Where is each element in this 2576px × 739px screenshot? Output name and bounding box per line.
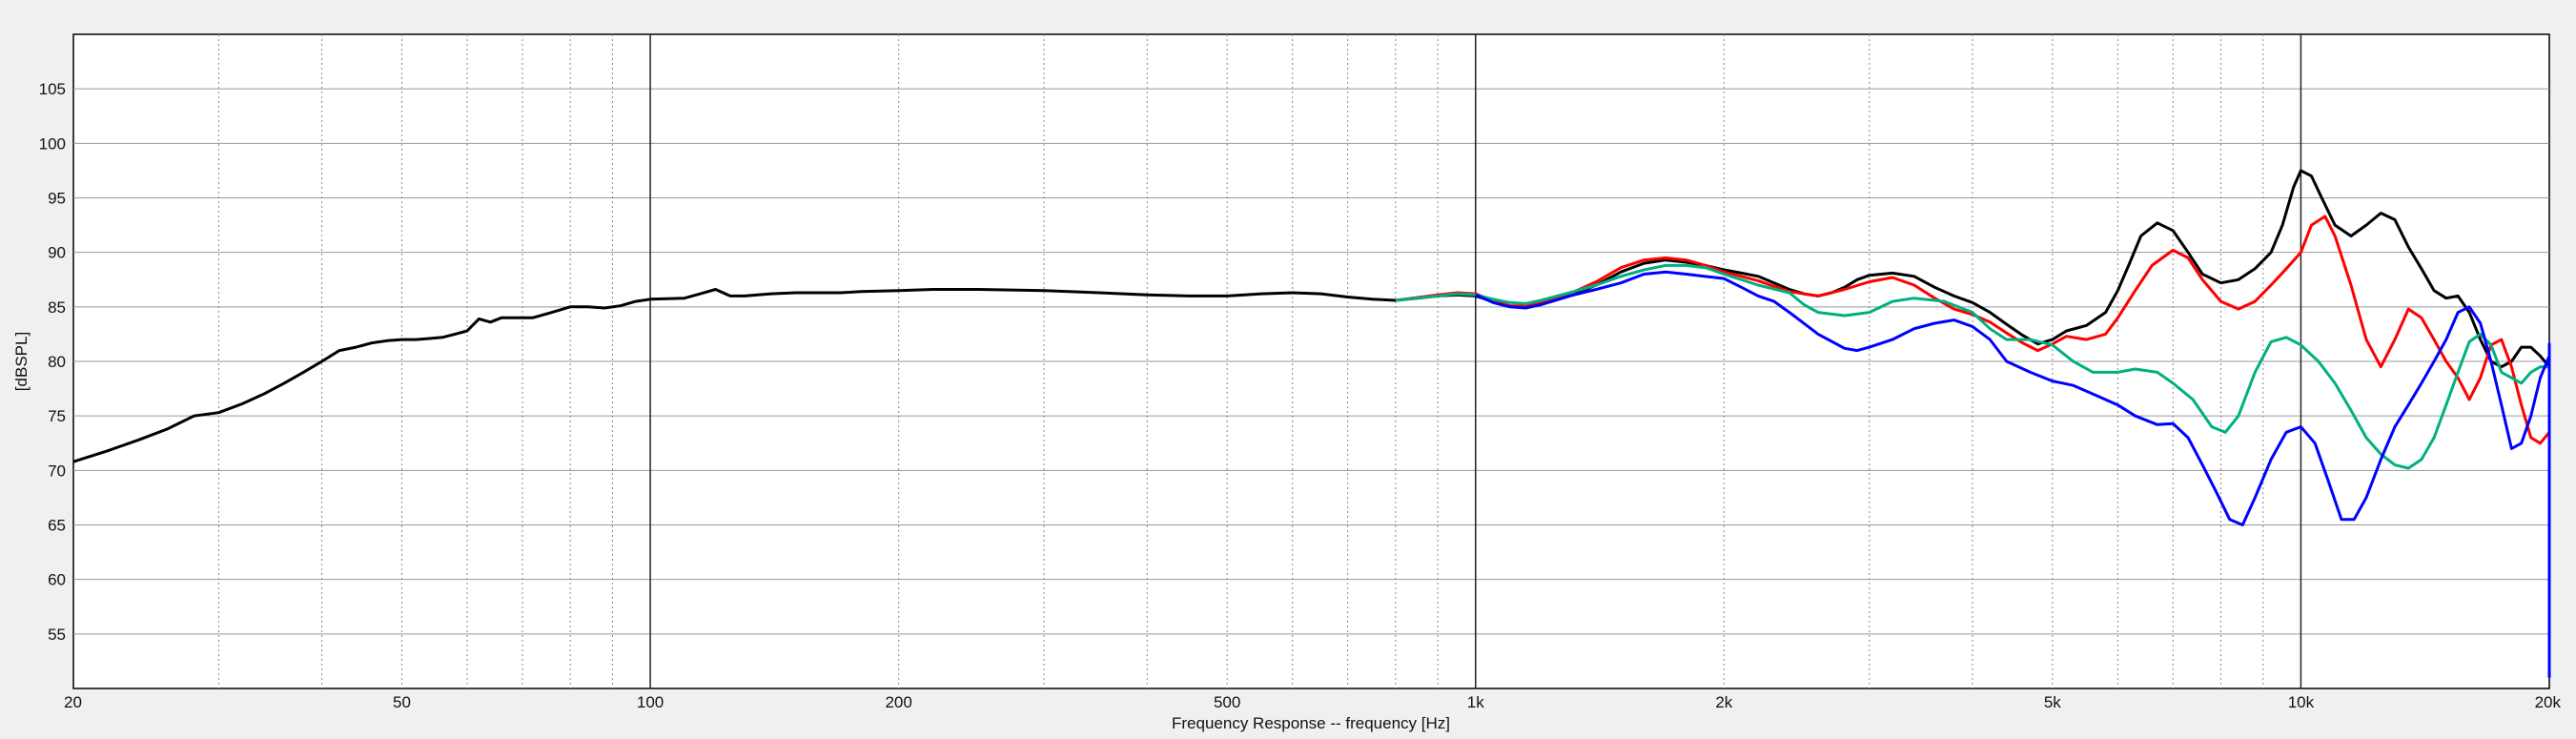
series-layer xyxy=(72,169,2551,678)
x-axis-title: Frequency Response -- frequency [Hz] xyxy=(1172,714,1450,732)
y-tick-label: 80 xyxy=(48,353,66,371)
y-tick-label: 100 xyxy=(39,134,66,153)
x-tick-label: 10k xyxy=(2288,693,2315,711)
y-tick-label: 60 xyxy=(48,571,66,589)
y-tick-label: 75 xyxy=(48,407,66,425)
y-tick-label: 95 xyxy=(48,190,66,208)
y-tick-label: 90 xyxy=(48,244,66,262)
y-tick-label: 85 xyxy=(48,298,66,317)
x-tick-label: 100 xyxy=(637,693,664,711)
series-line-2 xyxy=(1395,215,2551,536)
x-tick-label: 5k xyxy=(2044,693,2061,711)
x-tick-label: 2k xyxy=(1715,693,1732,711)
tick-label-layer: 55 60 65 70 75 80 85 90 95 100 105 20 50 100 200 500 1k 2… xyxy=(39,80,2562,711)
x-tick-label: 200 xyxy=(885,693,911,711)
x-tick-label: 1k xyxy=(1467,693,1484,711)
y-axis-title: [dBSPL] xyxy=(12,332,31,391)
x-tick-label: 500 xyxy=(1214,693,1240,711)
y-tick-label: 55 xyxy=(48,626,66,644)
y-tick-label: 105 xyxy=(39,80,66,98)
series-line-1 xyxy=(72,169,2551,463)
x-tick-label: 20k xyxy=(2535,693,2562,711)
grid-layer xyxy=(73,34,2549,688)
x-tick-label: 50 xyxy=(393,693,411,711)
x-tick-label: 20 xyxy=(64,693,82,711)
y-tick-label: 65 xyxy=(48,517,66,535)
y-tick-label: 70 xyxy=(48,462,66,480)
series-line-4 xyxy=(1475,270,2551,678)
